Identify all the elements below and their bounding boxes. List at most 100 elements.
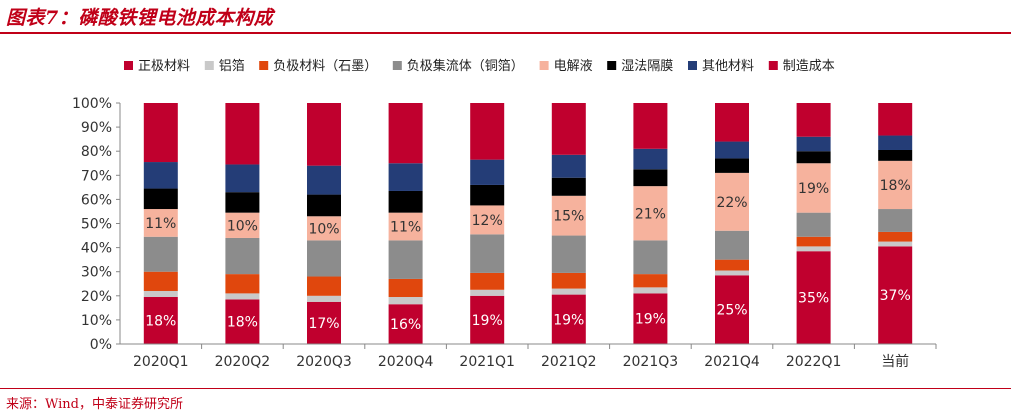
bar-segment xyxy=(878,209,913,232)
bar-segment xyxy=(470,103,505,160)
bar-segment xyxy=(470,234,505,273)
bar-segment xyxy=(225,212,260,238)
bar-segment xyxy=(307,165,341,195)
bar-segment xyxy=(225,293,260,300)
bar-segment xyxy=(225,103,260,165)
legend-swatch xyxy=(204,61,214,70)
bar-segment xyxy=(633,186,668,241)
bar-segment xyxy=(715,275,749,344)
bar-segment xyxy=(225,274,260,294)
bar-segment xyxy=(551,103,586,155)
data-label: 35% xyxy=(798,291,829,307)
bar-segment xyxy=(796,103,831,137)
bar-segment xyxy=(388,304,423,344)
x-tick-label: 2022Q1 xyxy=(786,354,842,370)
bar-segment xyxy=(878,149,913,161)
legend-swatch xyxy=(607,61,617,70)
bar-segment xyxy=(225,237,260,275)
bar-segment xyxy=(796,163,831,213)
data-label: 12% xyxy=(472,213,503,229)
legend-label: 负极材料（石墨） xyxy=(273,59,377,74)
bar-segment xyxy=(878,135,913,150)
data-label: 11% xyxy=(145,216,176,232)
y-tick-label: 60% xyxy=(81,192,112,208)
bar-segment xyxy=(715,158,749,173)
legend-swatch xyxy=(259,61,269,70)
bar-segment xyxy=(633,274,668,288)
bar-segment xyxy=(143,271,178,291)
x-tick-label: 当前 xyxy=(881,353,909,370)
bar-segment xyxy=(225,299,260,344)
y-tick-label: 100% xyxy=(72,96,112,112)
bar-segment xyxy=(633,287,668,294)
x-tick-label: 2021Q1 xyxy=(459,354,515,370)
data-label: 18% xyxy=(227,315,258,331)
data-label: 19% xyxy=(553,312,584,328)
bar-segment xyxy=(307,301,341,344)
bar-segment xyxy=(470,289,505,296)
bar-segment xyxy=(633,293,668,344)
bar-segment xyxy=(388,278,423,298)
legend-swatch xyxy=(539,61,549,70)
title-divider xyxy=(0,32,1011,34)
x-tick-label: 2020Q4 xyxy=(378,354,434,370)
x-tick-label: 2021Q4 xyxy=(704,354,760,370)
chart-legend: 正极材料 铝箔 负极材料（石墨） 负极集流体（铜箔） 电解液 湿法隔膜 其他材料 制造成本 xyxy=(124,58,835,74)
legend-label: 负极集流体（铜箔） xyxy=(407,58,524,74)
bar-segment xyxy=(551,288,586,295)
legend-label: 其他材料 xyxy=(702,59,754,74)
bar-segment xyxy=(878,246,913,344)
data-label: 18% xyxy=(145,314,176,330)
x-tick-label: 2020Q3 xyxy=(296,354,352,370)
bar-segment xyxy=(796,251,831,344)
data-label: 21% xyxy=(635,206,666,222)
x-tick-label: 2020Q1 xyxy=(133,354,189,370)
bar-segment xyxy=(470,205,505,235)
y-tick-label: 90% xyxy=(81,120,112,136)
legend-swatch xyxy=(124,61,133,70)
bar-segment xyxy=(143,297,178,344)
legend-swatch xyxy=(392,61,402,70)
bar-segment xyxy=(796,212,831,237)
bar-segment xyxy=(143,103,178,163)
bar-segment xyxy=(470,272,505,290)
y-tick-label: 40% xyxy=(81,241,112,257)
data-label: 17% xyxy=(308,316,339,332)
bar-segment xyxy=(143,209,178,237)
bar-segment xyxy=(633,169,668,187)
data-label: 16% xyxy=(390,317,421,333)
bar-segment xyxy=(388,163,423,191)
legend-label: 制造成本 xyxy=(783,59,835,74)
bar-segment xyxy=(388,103,423,164)
bar-segment xyxy=(878,241,913,247)
bar-segment xyxy=(878,103,913,136)
bar-segment xyxy=(796,136,831,152)
y-tick-label: 70% xyxy=(81,168,112,184)
data-label: 25% xyxy=(716,303,747,319)
data-label: 10% xyxy=(227,218,258,234)
data-label: 19% xyxy=(635,312,666,328)
bar-segment xyxy=(551,195,586,236)
bar-segment xyxy=(715,230,749,260)
bar-segment xyxy=(470,295,505,344)
data-label: 18% xyxy=(880,178,911,194)
legend-label: 湿法隔膜 xyxy=(621,59,673,74)
y-tick-label: 80% xyxy=(81,144,112,160)
legend-label: 铝箔 xyxy=(219,58,245,74)
source-note: 来源：Wind，中泰证券研究所 xyxy=(6,397,183,412)
bar-segment xyxy=(388,190,423,213)
bar-segment xyxy=(633,240,668,275)
legend-swatch xyxy=(768,61,778,70)
legend-label: 正极材料 xyxy=(138,59,190,74)
x-tick-label: 2020Q2 xyxy=(215,354,271,370)
bar-segment xyxy=(307,194,341,217)
bar-segment xyxy=(715,259,749,271)
bar-segment xyxy=(143,162,178,189)
bar-segment xyxy=(796,246,831,252)
bar-segment xyxy=(307,276,341,296)
bar-segment xyxy=(715,141,749,159)
legend-label: 电解液 xyxy=(554,59,593,74)
bar-segment xyxy=(633,148,668,170)
bar-segment xyxy=(307,295,341,302)
y-tick-label: 20% xyxy=(81,289,112,305)
